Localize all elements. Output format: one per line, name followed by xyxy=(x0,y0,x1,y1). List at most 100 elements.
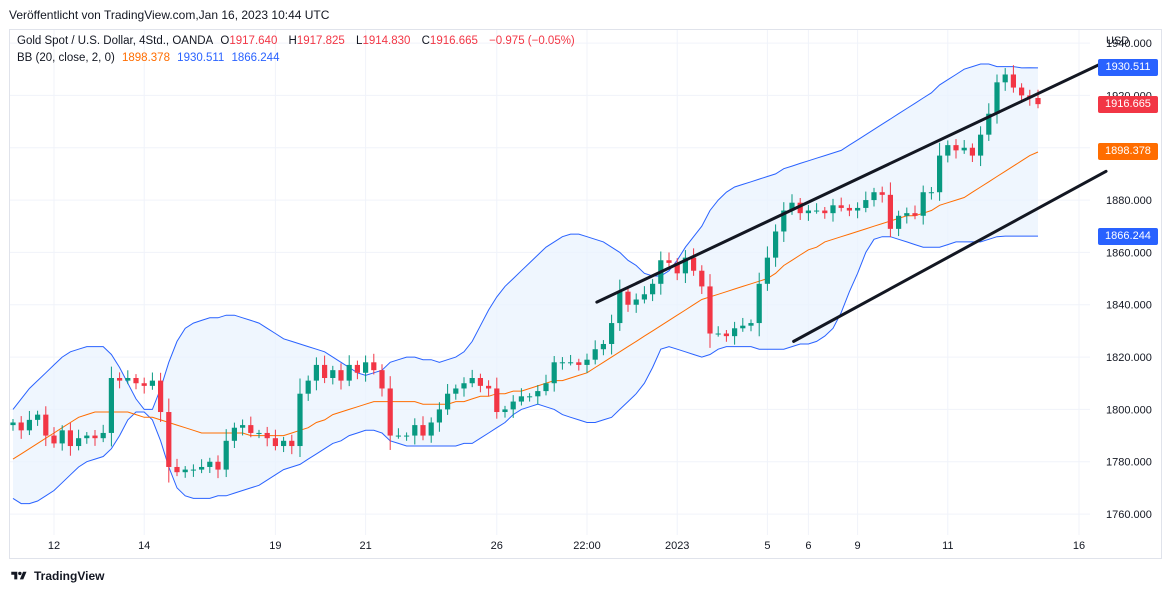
candle xyxy=(338,363,344,390)
time-tick-label: 16 xyxy=(1073,540,1085,552)
candle-body xyxy=(961,147,967,151)
candle-body xyxy=(453,388,459,394)
candle-body xyxy=(338,370,344,381)
candle-body xyxy=(535,391,541,397)
candle-body xyxy=(223,440,229,470)
price-tick-label: 1880.000 xyxy=(1106,195,1152,207)
candle xyxy=(108,366,114,447)
candle-body xyxy=(978,134,984,156)
candle xyxy=(158,372,164,422)
candle xyxy=(896,210,902,237)
close-value: 1916.665 xyxy=(429,35,478,47)
published-caption: Veröffentlicht von TradingView.com,Jan 1… xyxy=(9,8,330,22)
candle-body xyxy=(764,257,770,284)
candle xyxy=(174,458,180,477)
price-tick-label: 1940.000 xyxy=(1106,38,1152,50)
candle xyxy=(428,417,434,443)
candle-body xyxy=(994,82,1000,114)
time-tick-label: 26 xyxy=(491,540,503,552)
candle-body xyxy=(674,262,680,274)
candle-body xyxy=(1019,87,1025,96)
candle xyxy=(535,385,541,405)
candle-body xyxy=(822,210,828,214)
candle-body xyxy=(904,213,910,216)
candle xyxy=(469,369,475,388)
candle-body xyxy=(59,430,65,444)
open-value: 1917.640 xyxy=(229,35,278,47)
candle xyxy=(773,224,779,267)
high-label: H xyxy=(288,35,297,47)
price-tick-label: 1760.000 xyxy=(1106,509,1152,521)
price-axis-ticks: 1940.0001920.0001900.0001880.0001860.000… xyxy=(1106,38,1152,521)
time-tick-label: 5 xyxy=(764,540,770,552)
candle-body xyxy=(477,378,483,386)
candle-body xyxy=(920,192,926,216)
candle xyxy=(576,358,582,371)
candle-body xyxy=(117,378,123,381)
bb-basis-value: 1898.378 xyxy=(122,52,170,64)
candle xyxy=(26,410,32,436)
candle xyxy=(264,426,270,447)
candle-body xyxy=(461,383,467,389)
candle xyxy=(846,204,852,217)
candle xyxy=(961,140,967,154)
time-tick-label: 2023 xyxy=(665,540,689,552)
candle xyxy=(199,459,205,474)
candle-body xyxy=(609,323,615,344)
candle-body xyxy=(527,396,533,398)
candle xyxy=(682,250,688,284)
close-label: C xyxy=(421,35,430,47)
candle xyxy=(617,279,623,331)
bb-indicator-name[interactable]: BB (20, close, 2, 0) xyxy=(17,52,115,64)
candle-body xyxy=(35,414,41,420)
candle-body xyxy=(231,427,237,441)
candle-body xyxy=(912,213,918,216)
brand-name: TradingView xyxy=(34,569,105,583)
candle xyxy=(330,365,336,385)
candle-body xyxy=(420,425,426,436)
candle-body xyxy=(740,325,746,329)
candle xyxy=(100,424,106,443)
candle xyxy=(76,429,82,451)
candle-body xyxy=(600,343,606,350)
candle-body xyxy=(108,378,114,433)
candle-body xyxy=(953,145,959,151)
candles xyxy=(10,65,1041,483)
bollinger-band-fill xyxy=(13,64,1038,504)
candle xyxy=(584,353,590,374)
time-tick-label: 6 xyxy=(805,540,811,552)
candle-body xyxy=(67,430,73,447)
candle-body xyxy=(199,466,205,470)
candle-body xyxy=(805,210,811,214)
candle xyxy=(117,372,123,389)
tradingview-footer[interactable]: TradingView xyxy=(9,569,104,583)
candle xyxy=(231,422,237,448)
time-tick-label: 9 xyxy=(855,540,861,552)
bollinger-basis-line xyxy=(12,151,1039,460)
candle-body xyxy=(650,283,656,295)
candle-body xyxy=(707,286,713,334)
candle xyxy=(486,380,492,397)
candle-body xyxy=(305,380,311,394)
candle xyxy=(289,434,295,455)
candle xyxy=(84,432,90,444)
candle xyxy=(625,286,631,312)
candle-body xyxy=(363,362,369,373)
candle-body xyxy=(699,270,705,287)
candle xyxy=(723,329,729,342)
candle-body xyxy=(863,200,869,208)
candle-body xyxy=(928,192,934,194)
candle xyxy=(822,207,828,219)
candle-body xyxy=(486,385,492,389)
candle xyxy=(814,203,820,214)
candle-body xyxy=(838,205,844,208)
candle xyxy=(297,378,303,458)
candle-body xyxy=(174,466,180,473)
candle xyxy=(920,185,926,225)
candle-body xyxy=(346,364,352,381)
candle xyxy=(707,274,713,348)
price-tick-label: 1840.000 xyxy=(1106,300,1152,312)
symbol-name[interactable]: Gold Spot / U.S. Dollar, 4Std., OANDA xyxy=(17,35,214,47)
candle-body xyxy=(51,435,57,444)
